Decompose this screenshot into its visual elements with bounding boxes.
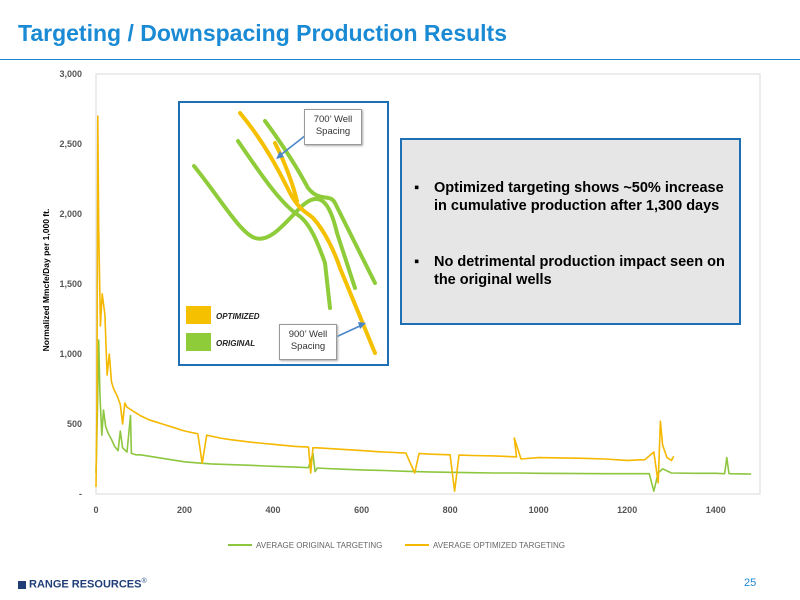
bullet-text-1: Optimized targeting shows ~50% increase … xyxy=(434,180,724,214)
arrowhead-900 xyxy=(358,322,366,329)
well-path xyxy=(238,111,377,355)
page-number: 25 xyxy=(744,577,757,589)
x-tick-label: 1400 xyxy=(706,505,726,515)
callout-arrow-700 xyxy=(277,134,307,158)
callout-900-spacing: 900’ Well Spacing xyxy=(279,324,337,360)
optimized-swatch xyxy=(186,306,211,324)
x-tick-label: 1000 xyxy=(529,505,549,515)
legend-optimized-label: OPTIMIZED xyxy=(216,312,260,321)
x-tick-label: 400 xyxy=(266,505,281,515)
y-axis-label: Normalized Mmcfe/Day per 1,000 ft. xyxy=(41,209,51,352)
logo-registered-mark: ® xyxy=(141,578,147,585)
x-tick-label: 600 xyxy=(354,505,369,515)
x-tick-label: 800 xyxy=(443,505,458,515)
series-line-optimized xyxy=(95,115,675,493)
well-path xyxy=(236,139,332,310)
original-swatch xyxy=(186,333,211,351)
legend-original-label: ORIGINAL xyxy=(216,339,256,348)
callout-900-line1: 900’ Well xyxy=(288,329,328,340)
logo-icon xyxy=(18,580,26,589)
callout-700-spacing: 700’ Well Spacing xyxy=(304,109,362,145)
callout-900-line2: Spacing xyxy=(290,341,326,352)
well-trajectories-diagram xyxy=(186,111,377,355)
y-tick-label: - xyxy=(79,489,82,499)
well-path xyxy=(273,141,299,203)
well-spacing-inset: 700’ Well Spacing 900’ Well Spacing OPTI… xyxy=(178,101,389,366)
y-tick-label: 3,000 xyxy=(59,69,82,79)
x-tick-label: 1200 xyxy=(617,505,637,515)
x-tick-label: 200 xyxy=(177,505,192,515)
series-line-original xyxy=(95,339,752,493)
title-divider xyxy=(0,59,800,60)
bullet-text-2: No detrimental production impact seen on… xyxy=(434,254,725,288)
bullet-marker-1: ▪ xyxy=(414,180,420,196)
well-path xyxy=(263,119,377,285)
logo-text: RANGE RESOURCES xyxy=(29,578,142,591)
arrowhead-700 xyxy=(276,151,284,159)
x-tick-label: 0 xyxy=(93,505,98,515)
y-tick-label: 1,000 xyxy=(59,349,82,359)
y-tick-label: 1,500 xyxy=(59,279,82,289)
key-findings-box: ▪ Optimized targeting shows ~50% increas… xyxy=(400,138,741,325)
callout-arrow-900 xyxy=(335,324,363,338)
callout-700-line2: Spacing xyxy=(315,126,351,137)
legend-label: AVERAGE ORIGINAL TARGETING xyxy=(256,541,382,550)
slide-title: Targeting / Downspacing Production Resul… xyxy=(18,20,507,46)
callout-700-line1: 700’ Well xyxy=(313,114,353,125)
y-tick-label: 500 xyxy=(67,419,82,429)
y-tick-label: 2,500 xyxy=(59,139,82,149)
well-path xyxy=(192,164,357,290)
plot-area xyxy=(95,73,761,495)
bullet-marker-2: ▪ xyxy=(414,254,420,270)
company-logo: RANGE RESOURCES® xyxy=(18,578,147,591)
y-tick-label: 2,000 xyxy=(59,209,82,219)
legend-label: AVERAGE OPTIMIZED TARGETING xyxy=(433,541,565,550)
